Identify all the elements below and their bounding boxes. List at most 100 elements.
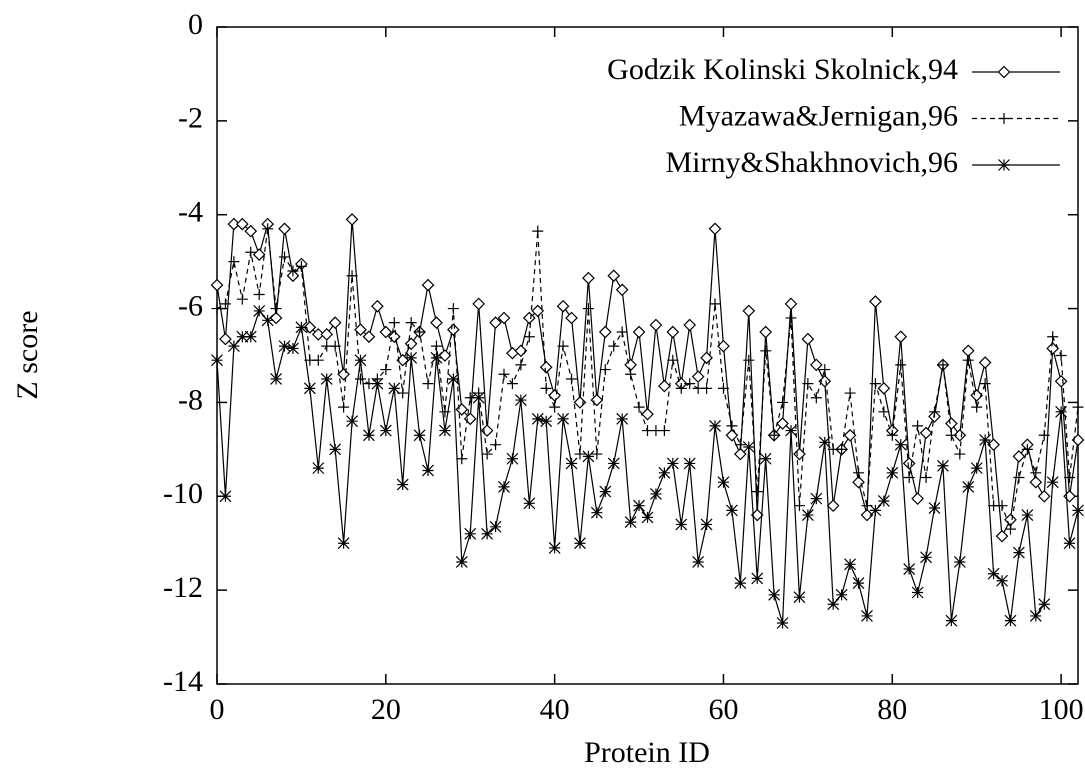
data-point <box>878 406 890 418</box>
marker-shape <box>962 354 974 366</box>
marker-shape <box>1029 475 1043 489</box>
marker-shape <box>455 556 468 568</box>
data-point <box>514 394 527 407</box>
marker-shape <box>937 359 949 371</box>
marker-shape <box>590 506 603 519</box>
data-point <box>565 311 578 325</box>
data-point <box>953 556 966 568</box>
data-point <box>548 541 561 554</box>
data-point <box>312 354 324 366</box>
data-point <box>877 382 891 395</box>
data-point <box>785 312 797 324</box>
data-point <box>843 428 857 442</box>
marker-shape <box>784 297 798 311</box>
marker-shape <box>945 417 958 430</box>
marker-shape <box>776 417 789 430</box>
marker-shape <box>929 406 940 418</box>
data-point <box>978 356 992 369</box>
marker-shape <box>414 326 426 338</box>
marker-shape <box>624 358 637 372</box>
marker-shape <box>853 467 865 479</box>
marker-shape <box>262 223 274 235</box>
marker-shape <box>1012 546 1025 559</box>
data-point <box>421 278 435 292</box>
marker-shape <box>861 610 873 622</box>
data-point <box>244 224 258 238</box>
marker-shape <box>666 325 680 339</box>
data-point <box>252 248 266 261</box>
data-point <box>777 396 789 408</box>
data-point <box>269 311 283 325</box>
marker-shape <box>726 420 738 432</box>
data-point <box>253 288 265 300</box>
data-point <box>464 527 477 540</box>
data-point <box>742 304 756 318</box>
data-point <box>1029 610 1042 622</box>
data-point <box>996 574 1008 587</box>
marker-shape <box>556 299 570 313</box>
data-point <box>362 330 376 344</box>
data-point <box>717 382 729 394</box>
y-tick-label: 0 <box>188 8 203 41</box>
marker-shape <box>1047 331 1059 343</box>
data-point <box>633 401 645 413</box>
data-point <box>726 420 738 432</box>
marker-shape <box>886 429 898 441</box>
y-tick-label: -12 <box>163 571 203 604</box>
marker-shape <box>616 326 628 338</box>
data-point <box>615 283 629 297</box>
data-point <box>962 354 974 366</box>
data-point <box>902 457 916 470</box>
marker-shape <box>1046 476 1059 489</box>
marker-shape <box>514 394 527 407</box>
marker-shape <box>582 450 595 463</box>
marker-shape <box>717 476 730 489</box>
data-point <box>430 351 443 364</box>
marker-shape <box>329 340 341 352</box>
marker-shape <box>540 415 553 428</box>
marker-shape <box>387 330 401 344</box>
data-point <box>455 556 468 568</box>
marker-shape <box>279 251 291 263</box>
marker-shape <box>692 556 705 568</box>
marker-shape <box>962 480 975 493</box>
marker-shape <box>743 354 755 366</box>
data-point <box>683 318 697 332</box>
marker-shape <box>489 316 502 329</box>
marker-shape <box>591 448 603 460</box>
data-point <box>430 340 442 352</box>
data-point <box>532 225 544 237</box>
marker-shape <box>328 316 342 329</box>
data-point <box>801 332 815 346</box>
marker-shape <box>877 495 890 507</box>
data-point <box>287 342 299 355</box>
data-point <box>253 304 266 317</box>
marker-shape <box>919 426 933 440</box>
marker-shape <box>405 351 418 364</box>
data-point <box>1021 509 1034 521</box>
data-point <box>624 516 637 529</box>
marker-shape <box>759 325 773 339</box>
series-line <box>216 309 1079 624</box>
data-point <box>328 316 342 329</box>
data-point <box>270 303 282 315</box>
marker-shape <box>363 429 375 442</box>
data-point <box>1063 537 1076 550</box>
marker-shape <box>1021 443 1033 455</box>
data-point <box>320 328 334 341</box>
marker-shape <box>615 283 629 297</box>
marker-shape <box>404 337 418 351</box>
marker-shape <box>827 598 840 611</box>
marker-shape <box>920 551 932 564</box>
marker-shape <box>700 518 713 531</box>
marker-shape <box>548 389 561 402</box>
y-tick-label: -4 <box>178 196 203 229</box>
data-point <box>920 472 932 484</box>
data-point <box>447 323 460 337</box>
data-point <box>438 424 451 437</box>
marker-shape <box>734 577 747 590</box>
marker-shape <box>818 374 832 388</box>
marker-shape <box>683 457 696 470</box>
data-point <box>539 360 553 374</box>
data-point <box>751 572 764 585</box>
